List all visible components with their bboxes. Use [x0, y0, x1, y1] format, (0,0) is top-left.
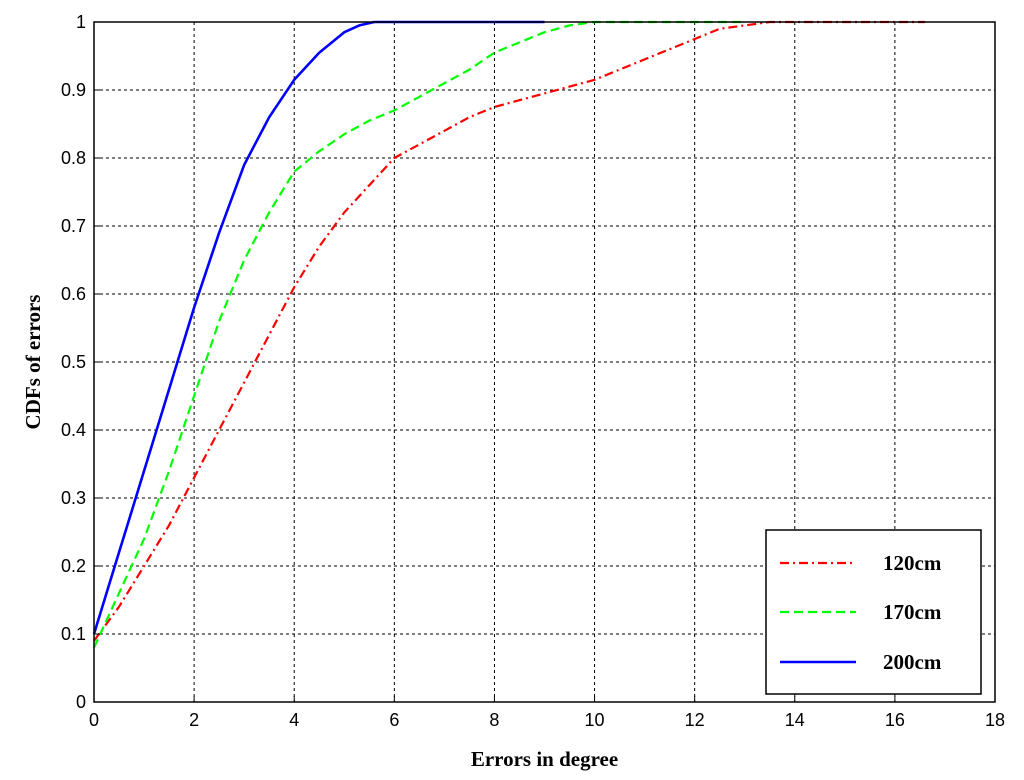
x-tick-label-3: 6	[389, 710, 399, 730]
x-tick-label-6: 12	[685, 710, 705, 730]
x-axis-title: Errors in degree	[471, 747, 618, 771]
y-tick-label-2: 0.2	[61, 556, 86, 576]
x-tick-label-9: 18	[985, 710, 1005, 730]
y-axis-title: CDFs of errors	[21, 295, 45, 430]
x-tick-label-1: 2	[189, 710, 199, 730]
y-tick-label-1: 0.1	[61, 624, 86, 644]
legend: 120cm 170cm 200cm	[765, 529, 982, 695]
y-tick-label-3: 0.3	[61, 488, 86, 508]
x-tick-label-0: 0	[89, 710, 99, 730]
y-tick-labels: 0 0.1 0.2 0.3 0.4 0.5 0.6 0.7 0.8 0.9 1	[61, 12, 100, 712]
x-tick-label-7: 14	[785, 710, 805, 730]
legend-label-200cm: 200cm	[883, 650, 942, 674]
series-line-200cm	[92, 20, 545, 635]
series-line-120cm	[93, 20, 925, 642]
x-tick-label-4: 8	[489, 710, 499, 730]
legend-label-120cm: 120cm	[883, 551, 942, 575]
x-tick-label-8: 16	[885, 710, 905, 730]
y-tick-label-4: 0.4	[61, 420, 86, 440]
y-tick-label-9: 0.9	[61, 80, 86, 100]
y-tick-label-6: 0.6	[61, 284, 86, 304]
x-tick-label-2: 4	[289, 710, 299, 730]
y-tick-label-7: 0.7	[61, 216, 86, 236]
x-tick-label-5: 10	[585, 710, 605, 730]
x-tick-labels: 0 2 4 6 8 10 12 14 16 18	[89, 696, 1005, 730]
series-line-170cm	[93, 20, 745, 649]
y-tick-label-5: 0.5	[61, 352, 86, 372]
legend-label-170cm: 170cm	[883, 600, 942, 624]
y-tick-label-0: 0	[76, 692, 86, 712]
y-tick-label-10: 1	[76, 12, 86, 32]
y-tick-label-8: 0.8	[61, 148, 86, 168]
